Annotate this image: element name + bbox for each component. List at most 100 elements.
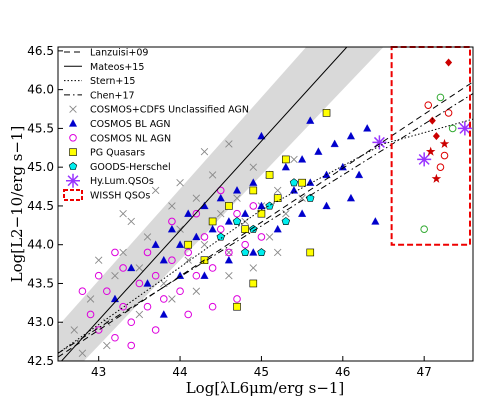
point-circle-16	[216, 225, 225, 233]
y-tick-label-3: 44.0	[27, 238, 54, 252]
point-x-24	[290, 155, 298, 164]
point-circle-6	[135, 279, 144, 288]
point-circle-14	[200, 233, 209, 241]
legend-label-4: COSMOS+CDFS Unclassified AGN	[90, 105, 249, 116]
point-x-9	[168, 202, 176, 210]
x-tick-label-2: 45	[254, 365, 269, 379]
legend-label-6: COSMOS NL AGN	[90, 133, 171, 144]
point-x-7	[143, 233, 152, 241]
point-circle-33	[111, 248, 119, 257]
grey-band	[58, 47, 384, 361]
point-x-34	[135, 310, 144, 319]
relation-lines	[58, 47, 473, 361]
point-pentagon-6	[289, 178, 299, 187]
point-pentagon-0	[216, 232, 225, 241]
point-x-27	[119, 209, 127, 218]
legend-swatch-5	[68, 119, 78, 127]
point-circle-8	[151, 271, 160, 280]
y-tick-label-7: 46.0	[27, 83, 54, 97]
point-triangle-35	[322, 201, 331, 210]
point-circle-29	[151, 326, 160, 334]
confidence-band	[58, 47, 384, 361]
relation-line-2	[58, 118, 473, 354]
x-tick-label-3: 46	[335, 365, 350, 379]
point-x-10	[176, 225, 184, 233]
point-square-7	[265, 171, 274, 179]
point-square-8	[273, 194, 282, 202]
point-square-9	[282, 155, 290, 164]
point-x-17	[233, 194, 241, 202]
y-tick-label-1: 43.0	[27, 315, 54, 329]
point-circle-28	[127, 341, 136, 350]
x-tick-label-0: 43	[91, 365, 106, 379]
point-triangle-12	[224, 217, 233, 225]
y-axis-title: Log[L2−10/erg s−1]	[8, 126, 26, 283]
point-x-13	[200, 240, 209, 249]
point-triangle-21	[298, 155, 307, 163]
legend-label-10: WISSH QSOs	[90, 191, 150, 202]
point-square-10	[298, 178, 306, 187]
point-x-38	[249, 264, 258, 272]
y-tick-label-2: 43.5	[27, 276, 54, 290]
point-asterisk-2	[457, 121, 472, 136]
point-circle-2	[103, 287, 111, 296]
point-wissh-9	[445, 58, 453, 67]
point-x-37	[225, 271, 233, 280]
point-x-29	[176, 178, 184, 187]
point-x-35	[168, 295, 176, 303]
point-x-32	[78, 349, 87, 357]
point-circle-24	[168, 217, 176, 226]
point-pentagon-7	[240, 248, 250, 256]
point-square-11	[322, 109, 331, 117]
point-triangle-13	[232, 186, 242, 194]
y-tick-label-8: 46.5	[27, 44, 54, 58]
point-x-6	[127, 217, 135, 226]
point-square-12	[306, 248, 315, 257]
point-x-30	[200, 147, 209, 156]
point-wissh-10	[420, 225, 428, 233]
y-tick-label-0: 42.5	[27, 354, 54, 368]
point-x-15	[217, 209, 225, 218]
point-circle-30	[184, 310, 192, 319]
point-wissh-3	[439, 138, 450, 148]
point-x-21	[265, 233, 274, 241]
point-triangle-4	[159, 255, 168, 264]
point-wissh-2	[436, 93, 445, 102]
point-circle-4	[119, 302, 127, 311]
point-x-33	[103, 341, 111, 350]
legend-label-5: COSMOS BL AGN	[90, 119, 171, 130]
point-triangle-5	[167, 224, 176, 233]
point-x-11	[184, 256, 192, 264]
point-pentagon-3	[265, 201, 274, 210]
y-tick-label-5: 45.0	[27, 160, 54, 174]
point-asterisk-1	[417, 152, 432, 167]
point-pentagon-5	[257, 248, 266, 256]
point-triangle-8	[192, 232, 201, 241]
point-triangle-32	[249, 248, 258, 256]
point-x-22	[273, 186, 282, 195]
relation-line-1	[60, 47, 348, 361]
point-x-25	[298, 194, 306, 202]
point-wissh-12	[440, 151, 449, 160]
point-circle-20	[249, 202, 258, 210]
point-x-1	[86, 295, 95, 303]
point-square-0	[184, 240, 192, 249]
point-wissh-7	[425, 146, 436, 156]
point-x-28	[151, 186, 160, 195]
point-circle-7	[143, 302, 152, 311]
point-circle-23	[143, 248, 152, 257]
point-circle-26	[216, 186, 225, 195]
point-pentagon-1	[232, 217, 242, 225]
legend-label-1: Mateos+15	[90, 62, 144, 73]
point-circle-32	[233, 295, 241, 303]
point-circle-13	[192, 271, 201, 280]
legend-label-8: GOODS-Herschel	[90, 162, 171, 173]
point-triangle-38	[257, 131, 266, 140]
point-wissh-8	[436, 163, 445, 171]
point-x-5	[135, 264, 144, 272]
point-triangle-31	[224, 255, 233, 264]
point-triangle-1	[127, 263, 136, 272]
point-circle-17	[225, 248, 233, 257]
point-circle-11	[176, 287, 184, 296]
legend-label-0: Lanzuisi+09	[90, 48, 148, 59]
